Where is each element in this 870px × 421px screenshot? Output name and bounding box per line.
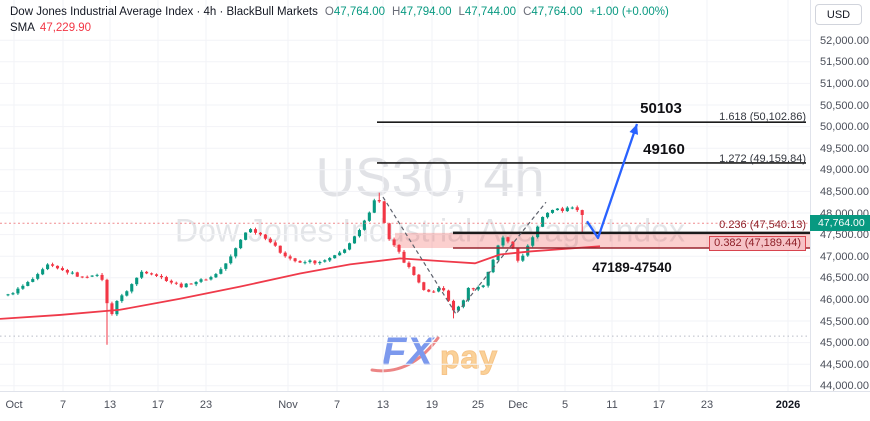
- chart-canvas[interactable]: [0, 0, 812, 391]
- time-tick-label: 17: [151, 399, 165, 411]
- price-tick-label: 46,500.00: [820, 272, 869, 285]
- target-level-label-49160: 49160: [643, 141, 685, 158]
- time-tick-label: 25: [471, 399, 485, 411]
- sma-value: 47,229.90: [39, 22, 92, 34]
- price-tick-label: 44,000.00: [820, 380, 869, 393]
- fxpay-logo: FX pay: [370, 330, 500, 378]
- fib-label-1272: 1.272 (49,159.84): [719, 153, 806, 165]
- time-tick-label: 23: [700, 399, 714, 411]
- candlestick-series: [6, 192, 589, 345]
- time-tick-label: 13: [376, 399, 390, 411]
- trend-dashed-line[interactable]: [382, 196, 547, 316]
- sma-label: SMA: [10, 22, 35, 34]
- time-tick-label: 17: [652, 399, 666, 411]
- price-tick-label: 48,500.00: [820, 185, 869, 198]
- fib-label-1618: 1.618 (50,102.86): [719, 111, 806, 123]
- chart-header: Dow Jones Industrial Average Index · 4h …: [10, 5, 669, 36]
- price-tick-label: 47,000.00: [820, 250, 869, 263]
- logo-fx-text: FX: [382, 330, 434, 374]
- sma-line[interactable]: [0, 245, 601, 320]
- last-price-badge: 47,764.00: [810, 215, 870, 231]
- price-tick-label: 44,500.00: [820, 358, 869, 371]
- time-tick-label: 23: [199, 399, 213, 411]
- price-tick-label: 49,500.00: [820, 142, 869, 155]
- time-axis[interactable]: Oct 7 13 17 23 Nov 7 13 19 25 Dec 5 11 17 23 2026: [0, 391, 870, 421]
- price-tick-label: 49,000.00: [820, 164, 869, 177]
- time-tick-label: 7: [59, 399, 67, 411]
- price-tick-label: 52,000.00: [820, 34, 869, 47]
- price-tick-label: 51,500.00: [820, 56, 869, 69]
- time-tick-label: 7: [333, 399, 341, 411]
- time-tick-label: 13: [103, 399, 117, 411]
- price-tick-label: 47,500.00: [820, 229, 869, 242]
- logo-pay-text: pay: [439, 339, 499, 376]
- close-value: 47,764.00: [531, 6, 583, 18]
- price-tick-label: 46,000.00: [820, 293, 869, 306]
- time-tick-label: Dec: [508, 399, 528, 411]
- low-label: L: [458, 6, 465, 18]
- fib-label-0382: 0.382 (47,189.44): [709, 236, 806, 251]
- fib-label-0236: 0.236 (47,540.13): [719, 219, 806, 231]
- open-value: 47,764.00: [333, 6, 386, 18]
- target-level-label-50103: 50103: [640, 100, 682, 117]
- price-tick-label: 45,500.00: [820, 315, 869, 328]
- price-tick-label: 50,500.00: [820, 99, 869, 112]
- change-value: +1.00 (+0.00%): [589, 6, 669, 18]
- gridlines: [0, 0, 810, 391]
- time-tick-label: 19: [425, 399, 439, 411]
- price-axis[interactable]: 52,000.00 51,500.00 51,000.00 50,500.00 50,0…: [810, 0, 870, 393]
- time-tick-label: 2026: [775, 399, 801, 411]
- symbol-info-row: Dow Jones Industrial Average Index · 4h …: [10, 5, 669, 20]
- support-zone-text: 47189-47540: [592, 260, 672, 275]
- support-zone[interactable]: [395, 232, 810, 249]
- low-value: 47,744.00: [464, 6, 517, 18]
- high-value: 47,794.00: [400, 6, 452, 18]
- time-tick-label: Oct: [5, 399, 23, 411]
- sma-indicator-row[interactable]: SMA 47,229.90: [10, 21, 669, 36]
- currency-button[interactable]: USD: [815, 4, 862, 25]
- time-tick-label: 11: [606, 399, 618, 411]
- price-tick-label: 50,000.00: [820, 121, 869, 134]
- open-label: O: [324, 6, 334, 18]
- price-tick-label: 51,000.00: [820, 77, 869, 90]
- price-tick-label: 45,000.00: [820, 337, 869, 350]
- symbol-title[interactable]: Dow Jones Industrial Average Index · 4h …: [10, 6, 318, 18]
- projection-arrow[interactable]: [586, 123, 639, 240]
- projection-arrowhead: [629, 124, 639, 135]
- time-tick-label: 5: [561, 399, 569, 411]
- high-label: H: [392, 6, 401, 18]
- time-tick-label: Nov: [278, 399, 298, 411]
- symbol-watermark: US30, 4h: [315, 146, 545, 208]
- close-label: C: [523, 6, 532, 18]
